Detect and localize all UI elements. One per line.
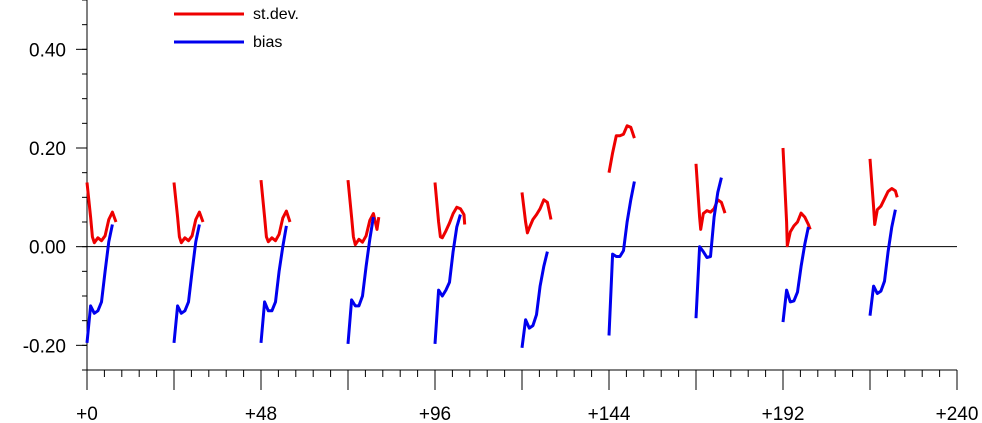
series-line-segment bbox=[607, 124, 636, 173]
series-line-segment bbox=[607, 181, 636, 336]
series-line-segment bbox=[520, 251, 549, 348]
x-tick-label: +144 bbox=[588, 404, 631, 423]
legend-label: bias bbox=[253, 34, 282, 51]
x-tick-label: +48 bbox=[245, 404, 277, 423]
y-tick-label: 0.00 bbox=[29, 238, 66, 259]
x-tick-label: +96 bbox=[419, 404, 451, 423]
series-0 bbox=[85, 124, 899, 248]
y-tick-label: -0.20 bbox=[23, 336, 66, 357]
series-line-segment bbox=[694, 163, 727, 231]
series-line-segment bbox=[520, 192, 553, 235]
series-line-segment bbox=[781, 147, 812, 248]
x-tick-label: +0 bbox=[76, 404, 98, 423]
x-tick-label: +240 bbox=[936, 404, 979, 423]
series-line-segment bbox=[346, 216, 375, 345]
y-tick-label: 0.20 bbox=[29, 139, 66, 160]
series-line-segment bbox=[433, 214, 462, 345]
series-line-segment bbox=[85, 182, 118, 245]
series-line-segment bbox=[259, 179, 292, 244]
series-line-segment bbox=[781, 226, 810, 323]
series-line-segment bbox=[694, 177, 723, 319]
series-line-segment bbox=[85, 224, 114, 344]
series-line-segment bbox=[868, 158, 899, 226]
series-1 bbox=[85, 177, 897, 348]
x-tick-label: +192 bbox=[762, 404, 805, 423]
legend: st.dev. bias bbox=[174, 6, 299, 51]
series-line-segment bbox=[868, 209, 897, 316]
series-line-segment bbox=[259, 225, 288, 344]
series-line-segment bbox=[346, 179, 381, 247]
series-line-segment bbox=[172, 224, 201, 344]
y-tick-label: 0.40 bbox=[29, 40, 66, 61]
series-line-segment bbox=[433, 182, 467, 240]
series-line-segment bbox=[172, 182, 205, 245]
series-layer bbox=[85, 124, 899, 348]
legend-label: st.dev. bbox=[253, 6, 299, 23]
axes: -0.20 0.00 0.20 0.40 +0 +48 +96 +144 +192 +240 bbox=[23, 0, 979, 423]
